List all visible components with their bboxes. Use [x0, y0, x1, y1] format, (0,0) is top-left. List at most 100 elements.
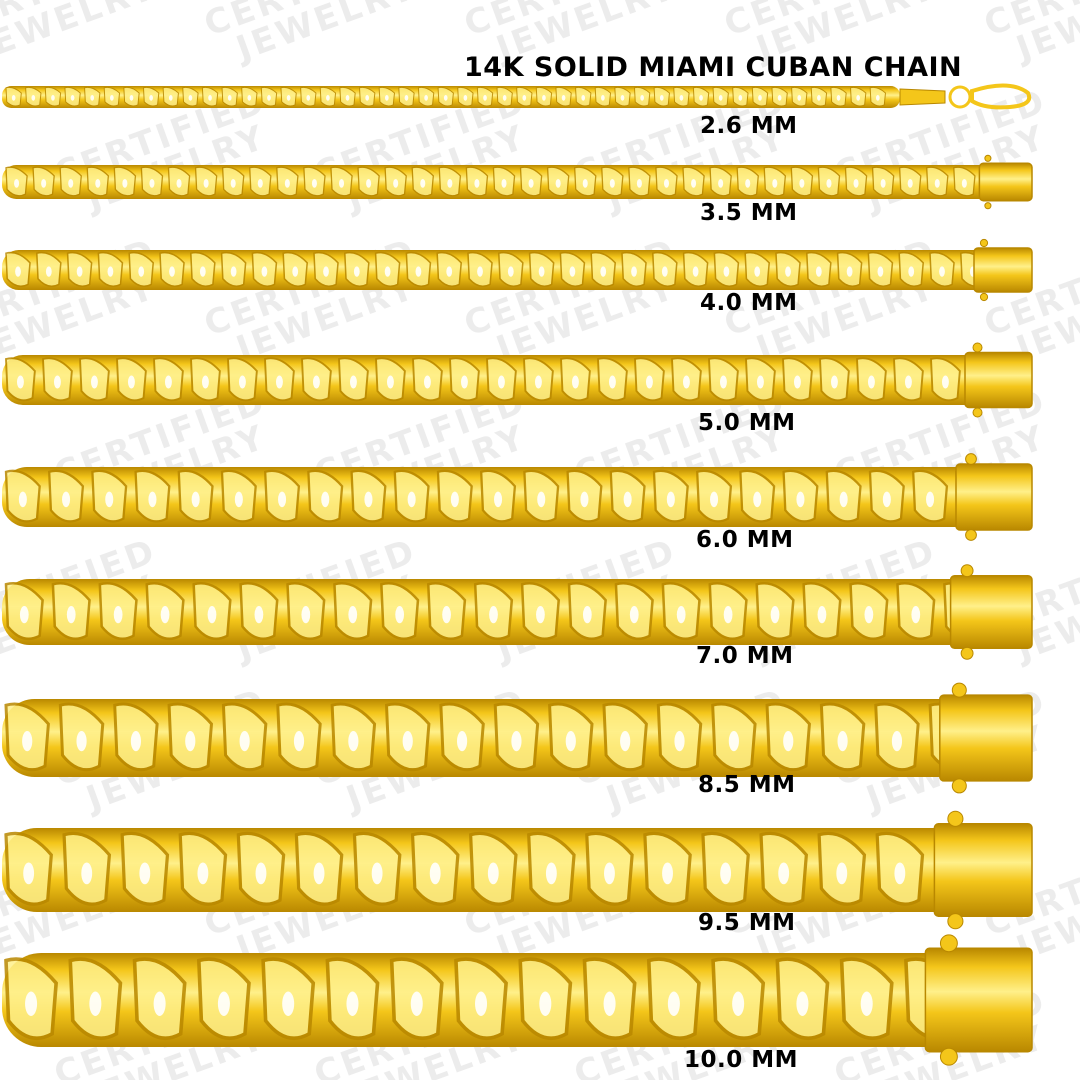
chain-link-gap [538, 266, 545, 277]
chain-link-gap [122, 178, 128, 188]
chain-link-gap [51, 95, 55, 101]
chain-link-gap [756, 375, 764, 389]
chain-size-label: 9.5 MM [698, 910, 796, 936]
chain-link-gap [926, 491, 935, 508]
chain-link-gap [797, 95, 802, 101]
chain-row [0, 929, 1080, 1071]
clasp-safety-latch [979, 292, 989, 302]
chain-link-gap [284, 178, 290, 188]
chain-link-gap [410, 991, 423, 1016]
chain-link-gap [160, 606, 170, 624]
chain-row [0, 804, 1080, 936]
chain-link-gap [745, 178, 751, 188]
chain-link-gap [600, 266, 607, 277]
chain-link-gap [402, 730, 413, 752]
chain-row [0, 226, 1080, 314]
chain-row [0, 443, 1080, 551]
chain-link-gap [846, 266, 853, 277]
chain-link-gap [443, 95, 448, 101]
chain-link-gap [581, 95, 586, 101]
chain-link-gap [207, 606, 217, 624]
chain-link-gap [364, 491, 373, 508]
chain-link-gap [70, 95, 75, 101]
chain-link-gap [793, 375, 801, 389]
chain-link-gap [545, 862, 557, 885]
chain-link-gap [261, 266, 268, 277]
chain-link-gap [148, 491, 157, 508]
chain-link-gap [536, 606, 545, 624]
chain-link-gap [90, 95, 95, 101]
chain-link-gap [169, 266, 175, 277]
chain-link-gap [275, 375, 283, 389]
chain-link-gap [904, 375, 912, 389]
chain-link-gap [203, 178, 209, 188]
chain-link-gap [127, 375, 135, 389]
chain-link-gap [604, 862, 615, 885]
chain-link-gap [836, 862, 848, 885]
chain-link-gap [424, 95, 428, 101]
chain-link-gap [446, 266, 453, 277]
chain-link-gap [384, 95, 389, 101]
chain-link-gap [89, 991, 102, 1016]
chain-link-gap [254, 606, 264, 624]
chain-link-gap [267, 95, 271, 101]
chain-link-gap [528, 178, 534, 188]
chain-size-label: 7.0 MM [696, 643, 794, 669]
jump-ring [948, 85, 972, 109]
chain-link-gap [880, 178, 886, 188]
chain-link-gap [620, 95, 625, 101]
chain-link-gap [723, 606, 733, 624]
page-title: 14K SOLID MIAMI CUBAN CHAIN [464, 52, 963, 83]
chain-link-gap [839, 491, 848, 508]
chain-row [0, 331, 1080, 429]
chain-link-gap [238, 375, 246, 389]
chain-link-gap [164, 375, 172, 389]
chain-link-gap [662, 862, 673, 885]
chain-link-gap [371, 862, 383, 885]
chain-link-gap [732, 991, 745, 1016]
chain-link-gap [877, 266, 884, 277]
chain-link-gap [353, 266, 360, 277]
chain-link-gap [738, 95, 743, 101]
chain-link-gap [463, 95, 468, 101]
chain-link-gap [292, 266, 299, 277]
chain-link-gap [891, 730, 903, 752]
chain-link-gap [758, 95, 762, 101]
chain-link-gap [692, 266, 699, 277]
chain-link-gap [255, 862, 267, 885]
chain-size-label: 5.0 MM [698, 410, 796, 436]
clasp-safety-latch [972, 407, 983, 418]
chain-link-gap [257, 178, 263, 188]
chain-link-gap [601, 95, 605, 101]
chain-link-gap [239, 730, 250, 752]
clasp-safety-latch [960, 564, 974, 578]
chain-link-gap [817, 95, 821, 101]
clasp-safety-latch [960, 646, 974, 660]
chain-link-gap [691, 178, 697, 188]
chain-link-gap [561, 95, 566, 101]
chain-link-gap [313, 862, 325, 885]
chain-link-gap [395, 606, 405, 624]
chain-image [2, 83, 1032, 110]
chain-link-gap [565, 730, 576, 752]
chain-link-gap [149, 95, 153, 101]
chain-image [2, 453, 1033, 541]
chain-link-gap [393, 178, 399, 188]
chain-link-gap [227, 95, 232, 101]
chain-link-gap [311, 178, 317, 188]
chain-link-gap [699, 95, 703, 101]
box-clasp [973, 247, 1033, 293]
chain-link-gap [911, 606, 921, 624]
chain-link-gap [365, 95, 370, 101]
clasp-safety-latch [972, 342, 983, 353]
chain-link-gap [45, 266, 52, 277]
chain-link-gap [826, 178, 832, 188]
chain-link-gap [81, 862, 93, 885]
chain-link-gap [191, 491, 200, 508]
chain-link-gap [815, 266, 822, 277]
chain-link-gap [429, 862, 441, 885]
lobster-clasp [970, 83, 1032, 110]
chain-link-gap [188, 95, 193, 101]
chain-link-gap [636, 178, 642, 188]
chain-link-gap [682, 375, 690, 389]
